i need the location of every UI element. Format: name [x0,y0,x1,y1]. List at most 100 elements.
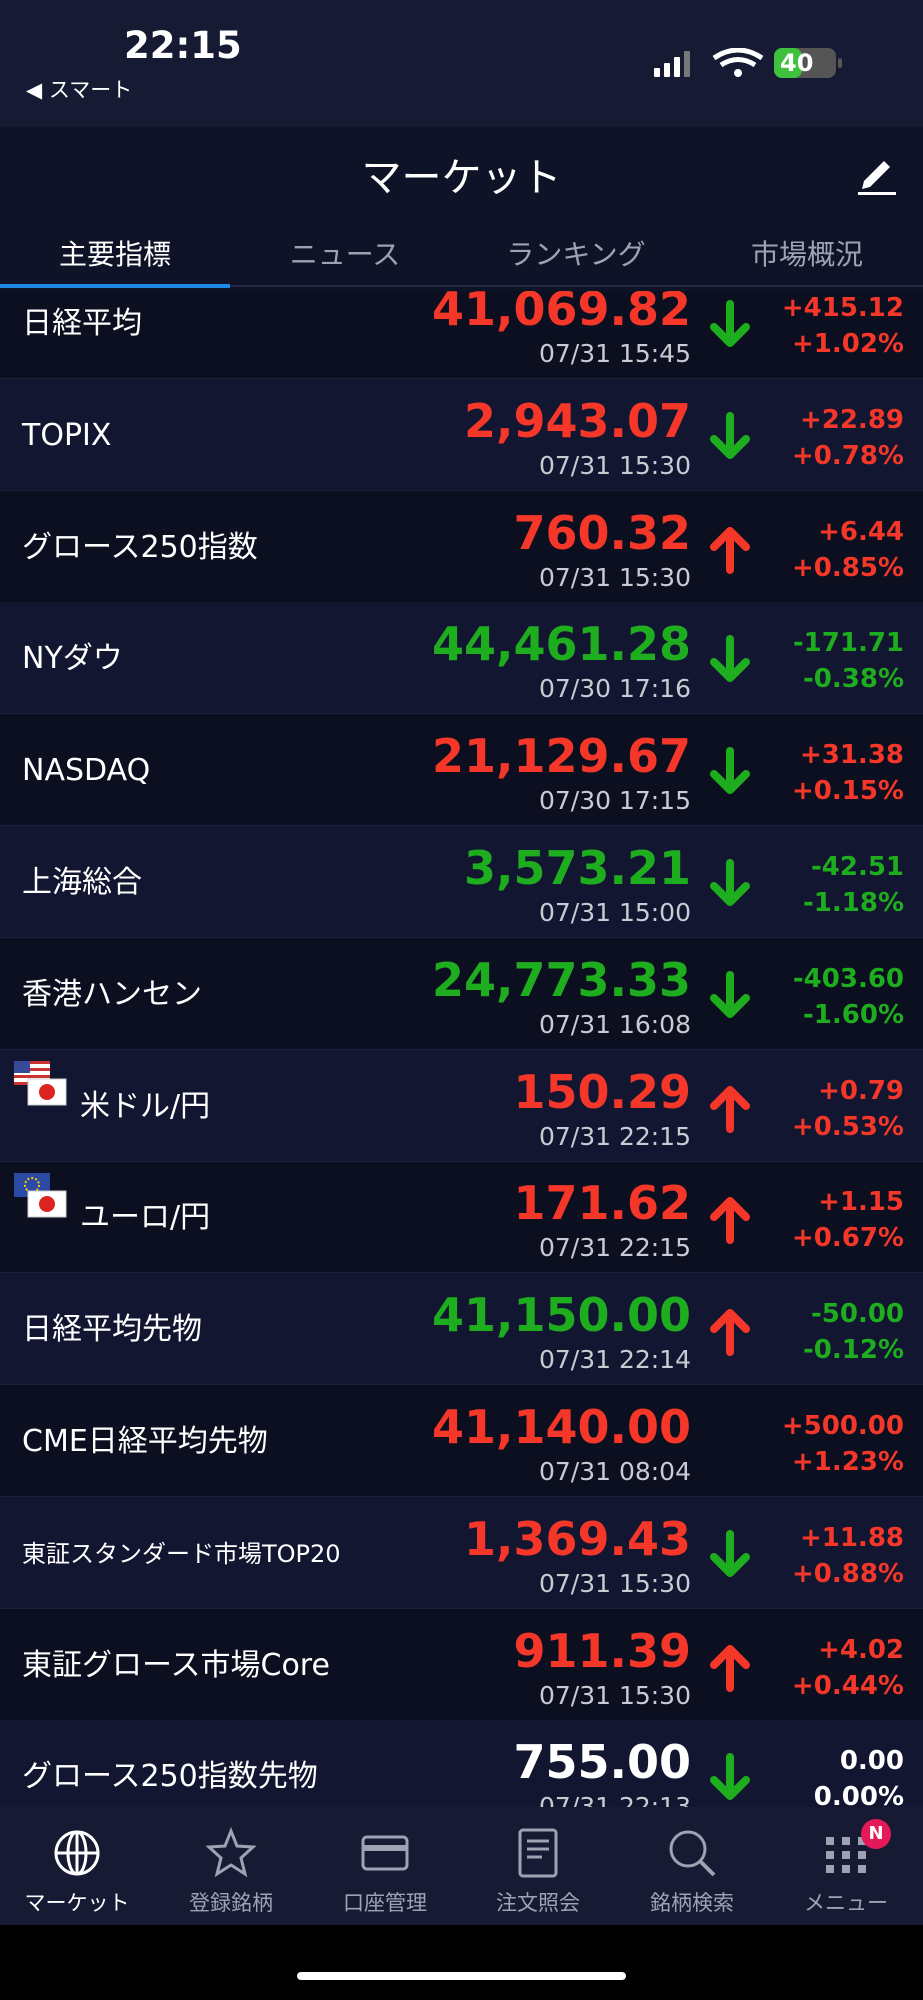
index-change: 0.00 [839,1746,904,1777]
index-name: グロース250指数先物 [22,1759,318,1795]
index-row[interactable]: グロース250指数先物 755.00 07/31 22:13 0.00 0.00% [0,1720,923,1807]
index-time: 07/31 15:30 [538,1680,691,1710]
header: マーケット 主要指標 ニュース ランキング 市場概況 [0,127,923,291]
index-name: 東証グロース市場Core [22,1647,330,1683]
index-name: TOPIX [22,417,112,453]
index-price: 171.62 [513,1176,691,1231]
index-row[interactable]: CME日経平均先物 41,140.00 07/31 08:04 +500.00 +1.2… [0,1385,923,1497]
index-name: 日経平均 [22,306,142,341]
trend-arrow [710,1529,750,1577]
index-price: 2,943.07 [464,393,691,448]
nav-icon [361,1835,409,1871]
index-price: 44,461.28 [432,617,691,672]
index-change: -171.71 [792,628,904,659]
index-row[interactable]: 東証グロース市場Core 911.39 07/31 15:30 +4.02 +0.44% [0,1609,923,1721]
index-change-pct: +0.15% [792,776,904,807]
index-row[interactable]: ユーロ/円 171.62 07/31 22:15 +1.15 +0.67% [0,1161,923,1274]
back-link[interactable]: ◀ スマート [26,78,133,102]
status-bar: 22:15 ◀ スマート 40 [0,0,923,127]
index-change-pct: +0.53% [792,1111,904,1142]
nav-label: マーケット [24,1891,130,1915]
trend-arrow [710,1753,750,1801]
index-time: 07/31 15:30 [538,450,691,480]
index-change: +415.12 [781,293,904,323]
index-row[interactable]: NASDAQ 21,129.67 07/30 17:15 +31.38 +0.15% [0,714,923,827]
index-row[interactable]: 米ドル/円 150.29 07/31 22:15 +0.79 +0.53% [0,1049,923,1162]
trend-arrow [710,859,750,906]
index-change: +31.38 [799,740,904,771]
trend-arrow [710,1309,750,1357]
edit-button[interactable] [854,151,898,195]
nav-icon [205,1827,257,1878]
trend-arrow [710,1644,750,1692]
index-price: 41,150.00 [432,1288,691,1343]
nav-item[interactable]: N メニュー [769,1807,923,1925]
index-row[interactable]: 日経平均 41,069.82 07/31 15:45 +415.12 +1.02% [0,291,923,379]
home-indicator [297,1972,626,1980]
index-name: CME日経平均先物 [22,1424,268,1459]
index-price: 24,773.33 [432,952,691,1007]
index-change-pct: +1.23% [792,1447,904,1477]
nav-icon [518,1828,558,1878]
flag-us-jp [14,1061,67,1106]
nav-item[interactable]: 注文照会 [461,1807,615,1925]
index-change-pct: +0.88% [792,1558,904,1589]
nav-item[interactable]: 登録銘柄 [154,1807,308,1925]
index-change-pct: -1.18% [803,888,904,918]
trend-arrow [710,300,750,347]
index-row[interactable]: NYダウ 44,461.28 07/30 17:16 -171.71 -0.38% [0,602,923,715]
nav-label: 銘柄検索 [650,1891,734,1915]
index-time: 07/31 22:15 [538,1121,691,1151]
tab[interactable]: 主要指標 [58,238,171,271]
trend-arrow [710,1085,750,1133]
index-row[interactable]: 香港ハンセン 24,773.33 07/31 16:08 -403.60 -1.60% [0,938,923,1050]
index-price: 1,369.43 [464,1511,691,1566]
nav-item[interactable]: 銘柄検索 [615,1807,769,1925]
index-price: 755.00 [513,1735,691,1790]
status-icons [654,48,842,78]
index-row[interactable]: 東証スタンダード市場TOP20 1,369.43 07/31 15:30 +11.88… [0,1496,923,1609]
index-name: 上海総合 [22,865,142,900]
nav-item[interactable]: マーケット [0,1807,154,1925]
index-time: 07/31 22:13 [538,1792,691,1807]
index-name: NYダウ [22,641,123,677]
index-list: 日経平均 41,069.82 07/31 15:45 +415.12 +1.02% TOP… [0,291,923,1807]
page-title: マーケット [361,155,562,201]
index-row[interactable]: TOPIX 2,943.07 07/31 15:30 +22.89 +0.78% [0,378,923,491]
index-change-pct: +1.02% [792,329,904,359]
nav-label: 登録銘柄 [189,1891,273,1915]
index-row[interactable]: 日経平均先物 41,150.00 07/31 22:14 -50.00 -0.12% [0,1273,923,1386]
index-price: 911.39 [513,1623,691,1678]
index-time: 07/31 15:00 [538,898,691,927]
index-price: 21,129.67 [432,729,691,784]
index-change-pct: -0.38% [803,664,904,695]
index-price: 150.29 [513,1064,691,1119]
index-name: グロース250指数 [22,529,258,565]
nav-label: 注文照会 [496,1891,580,1915]
nav-label: メニュー [804,1891,888,1915]
tab-divider [0,285,923,287]
tab[interactable]: 市場概況 [750,238,863,271]
trend-arrow [710,970,750,1018]
index-time: 07/31 22:14 [538,1345,691,1375]
index-row[interactable]: 上海総合 3,573.21 07/31 15:00 -42.51 -1.18% [0,826,923,938]
nav-item[interactable]: 口座管理 [308,1807,462,1925]
bottom-nav: マーケット 登録銘柄 口座管理 注文照会 銘柄検索 N メニュー [0,1807,923,1925]
index-change-pct: +0.78% [792,440,904,471]
index-change: +6.44 [818,516,904,547]
trend-arrow [710,411,750,459]
index-row[interactable]: グロース250指数 760.32 07/31 15:30 +6.44 +0.85% [0,491,923,603]
index-price: 41,140.00 [432,1400,691,1454]
nav-label: 口座管理 [343,1891,427,1915]
index-time: 07/31 15:30 [538,562,691,592]
index-name: 日経平均先物 [22,1312,202,1348]
index-change: +500.00 [781,1411,904,1441]
index-time: 07/31 22:15 [538,1233,691,1263]
tab-indicator [0,284,230,288]
battery-level: 40 [780,49,814,77]
tab[interactable]: ランキング [506,238,646,271]
nav-icon [669,1830,716,1877]
tab[interactable]: ニュース [289,238,401,271]
index-price: 41,069.82 [432,291,691,336]
